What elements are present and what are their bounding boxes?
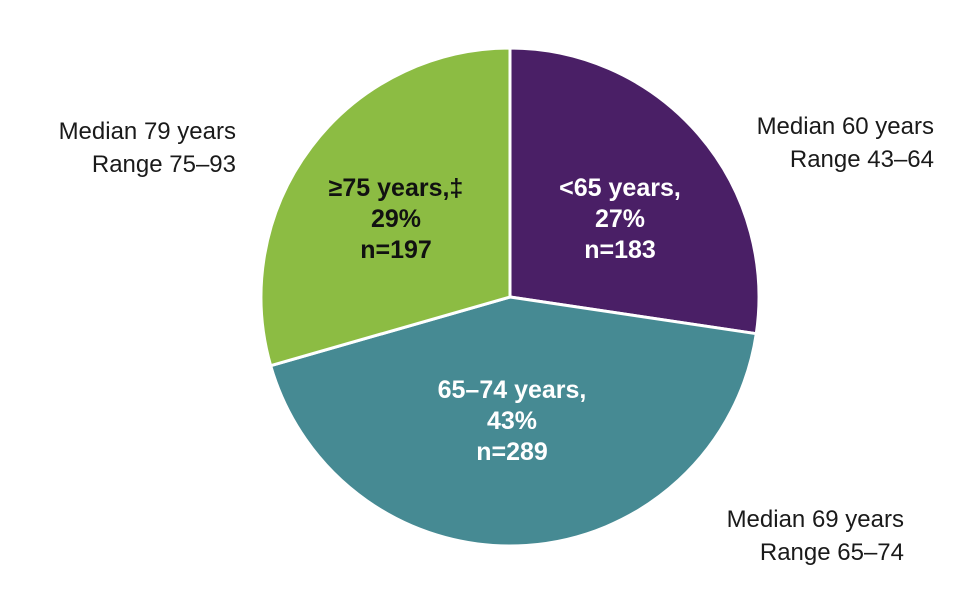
slice-count-1: n=289 bbox=[476, 438, 548, 466]
pie-slice-1 bbox=[269, 295, 758, 548]
annotation-median-2: Median 79 years bbox=[59, 118, 236, 145]
annotation-range-2: Range 75–93 bbox=[92, 151, 236, 178]
slice-percent-2: 29% bbox=[371, 205, 421, 233]
annotation-median-0: Median 60 years bbox=[757, 113, 934, 140]
slice-label-1: 65–74 years, bbox=[438, 376, 587, 404]
pie-slice-0 bbox=[508, 46, 761, 336]
slice-labels: <65 years, 27% n=183 65–74 years, 43% n=289 ≥7… bbox=[329, 174, 681, 466]
pie-slice-2 bbox=[259, 46, 512, 368]
slice-count-2: n=197 bbox=[360, 236, 432, 264]
slice-label-2: ≥75 years,‡ bbox=[329, 174, 464, 202]
annotation-range-1: Range 65–74 bbox=[760, 539, 904, 566]
slice-percent-0: 27% bbox=[595, 205, 645, 233]
slice-annotations: Median 60 years Range 43–64 Median 69 year… bbox=[59, 113, 934, 566]
slice-count-0: n=183 bbox=[584, 236, 656, 264]
annotation-median-1: Median 69 years bbox=[727, 506, 904, 533]
annotation-range-0: Range 43–64 bbox=[790, 146, 934, 173]
slice-label-0: <65 years, bbox=[559, 174, 681, 202]
slice-percent-1: 43% bbox=[487, 407, 537, 435]
pie-slices bbox=[259, 46, 761, 548]
